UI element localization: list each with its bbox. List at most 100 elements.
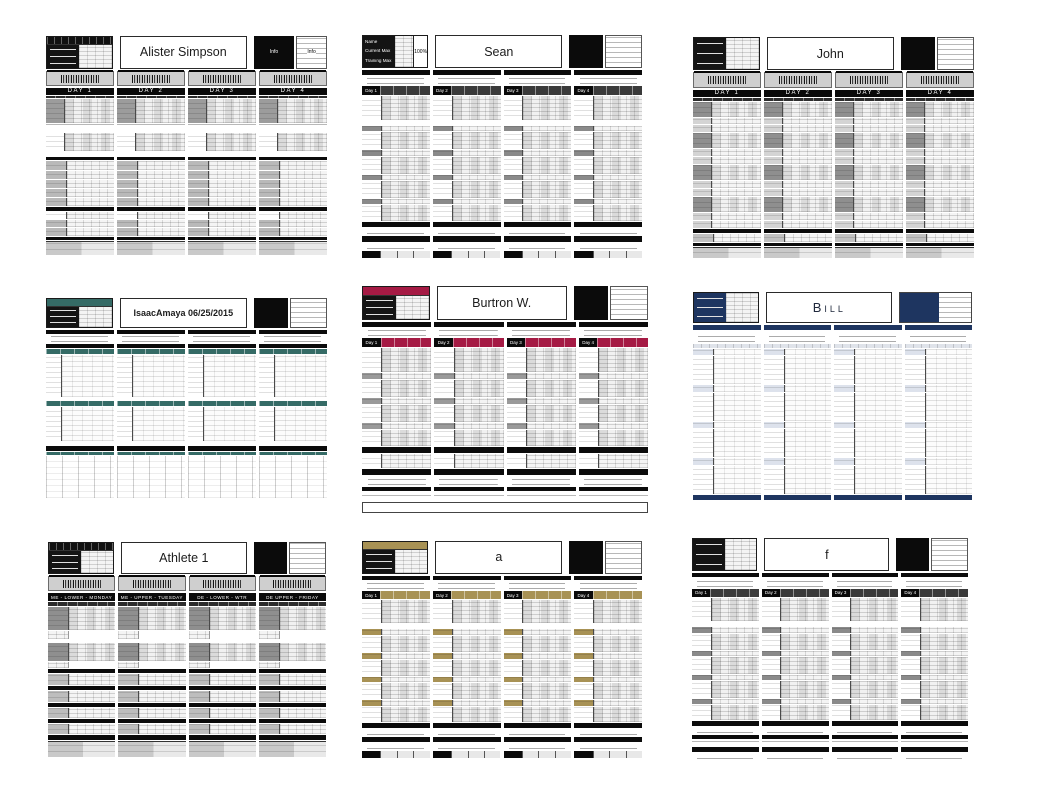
column-header-cells	[117, 95, 185, 99]
grid-block	[764, 101, 832, 117]
section-bar	[432, 737, 501, 743]
section-bar	[118, 734, 186, 740]
exercise-label-cell	[574, 635, 595, 653]
set-grid	[381, 95, 430, 120]
set-grid	[920, 681, 968, 698]
exercise-label-cell	[117, 161, 139, 170]
exercise-label-cell	[503, 635, 524, 653]
exercise-label-cell	[506, 372, 527, 379]
grid-block	[188, 708, 256, 719]
grid-block	[362, 405, 432, 423]
exercise-label-cell	[692, 651, 712, 657]
section-bar	[118, 686, 186, 691]
header-right-black-box	[900, 37, 935, 71]
meta-box	[46, 36, 113, 69]
column-header-cells	[764, 97, 832, 101]
set-grid	[452, 635, 501, 653]
exercise-label-cell	[503, 706, 524, 722]
header-right-black-box	[253, 298, 288, 328]
set-grid	[925, 465, 972, 494]
spacer	[189, 640, 256, 643]
exercise-label-cell	[362, 198, 382, 205]
grid-block	[503, 653, 572, 659]
sheet-john[interactable]: John DAY 1 DAY 2 DAY 3 DAY 4	[693, 37, 974, 258]
grid-block	[906, 221, 974, 229]
sheet-sean[interactable]: Name Current Max Training Max 100% Sean Day 1…	[362, 35, 642, 258]
exercise-label-cell	[117, 179, 139, 188]
meta-grid	[726, 293, 759, 323]
day-column	[188, 330, 256, 499]
notes-text	[506, 476, 576, 486]
section-bar	[48, 686, 116, 691]
exercise-label-cell	[574, 156, 595, 174]
section-bar	[46, 207, 114, 211]
set-grid	[784, 421, 831, 429]
day-tab-header	[380, 591, 430, 600]
exercise-label-cell	[434, 372, 455, 379]
grid-block	[117, 211, 185, 220]
grid-block	[46, 198, 114, 207]
set-grid	[526, 430, 576, 446]
mini-grid-row	[118, 631, 185, 639]
section-bar	[578, 469, 648, 476]
set-grid	[132, 354, 185, 397]
set-grid	[138, 170, 185, 179]
footer-tab	[432, 251, 452, 258]
set-grid	[782, 189, 832, 197]
section-bar	[188, 734, 256, 740]
set-grid	[69, 723, 116, 734]
exercise-label-cell	[761, 633, 782, 651]
set-grid	[851, 657, 899, 674]
grid-block	[904, 429, 972, 458]
exercise-label-cell	[904, 348, 926, 356]
day-tab-label: Day 4	[577, 88, 590, 94]
sheet-alister-simpson[interactable]: Alister Simpson Info Info DAY 1 DAY 2 DAY 3 DA…	[46, 36, 327, 255]
section-bar	[835, 229, 903, 234]
grid-block	[692, 657, 759, 674]
grid-block	[764, 197, 832, 213]
grid-block	[763, 385, 831, 392]
open-grid	[188, 456, 256, 499]
sheet-isaacamaya[interactable]: IsaacAmaya 06/25/2015	[46, 298, 327, 499]
lined-rows	[362, 492, 432, 500]
grid-block	[693, 125, 761, 133]
section-bar	[901, 573, 968, 578]
sheet-f[interactable]: f Day 1 Day 2 Day 3 Day 4	[692, 538, 968, 760]
notes-text	[362, 228, 430, 236]
exercise-label-cell	[362, 423, 383, 430]
athlete-name: Alister Simpson	[139, 45, 227, 60]
sheet-bill[interactable]: Bill	[693, 292, 972, 501]
exercise-label-cell	[117, 211, 139, 220]
text-line	[50, 56, 77, 58]
grid-block	[831, 651, 899, 657]
grid-block	[434, 348, 504, 372]
notes-text	[503, 729, 572, 737]
notes-text	[432, 743, 501, 751]
section-bar	[503, 737, 572, 743]
day-column	[259, 330, 327, 499]
column-footer-row	[503, 251, 572, 258]
day-tab-label: Day 1	[365, 340, 378, 346]
meta-box: Name Current Max Training Max 100%	[362, 35, 429, 69]
set-grid	[599, 397, 648, 405]
day-tab: Day 1	[692, 588, 711, 598]
exercise-label-cell	[258, 691, 280, 703]
grid-block	[503, 683, 572, 700]
grid-block	[835, 149, 903, 157]
exercise-label-cell	[693, 429, 715, 458]
sheet-burtron-w[interactable]: Burtron W. Day 1 Day 2 Day 3 Day 4	[362, 286, 648, 513]
day-tab-row: Day 3	[831, 588, 899, 598]
sheet-athlete-1[interactable]: Athlete 1 ME - Lower - Monday ME - Upper -…	[48, 542, 326, 757]
set-grid	[599, 405, 648, 423]
day-tab: Day 1	[362, 86, 381, 95]
day-tab-row: Day 4	[574, 591, 642, 600]
barcode-box	[764, 71, 832, 88]
section-bar	[835, 243, 903, 246]
notes-text	[574, 243, 642, 250]
exercise-label-cell	[362, 659, 382, 676]
day-column: Day 3	[503, 575, 572, 759]
exercise-label-cell	[764, 117, 783, 125]
grid-block	[118, 674, 186, 686]
notes-text	[901, 578, 968, 588]
sheet-a[interactable]: a Day 1 Day 2 Day 3 Day 4	[362, 541, 642, 759]
